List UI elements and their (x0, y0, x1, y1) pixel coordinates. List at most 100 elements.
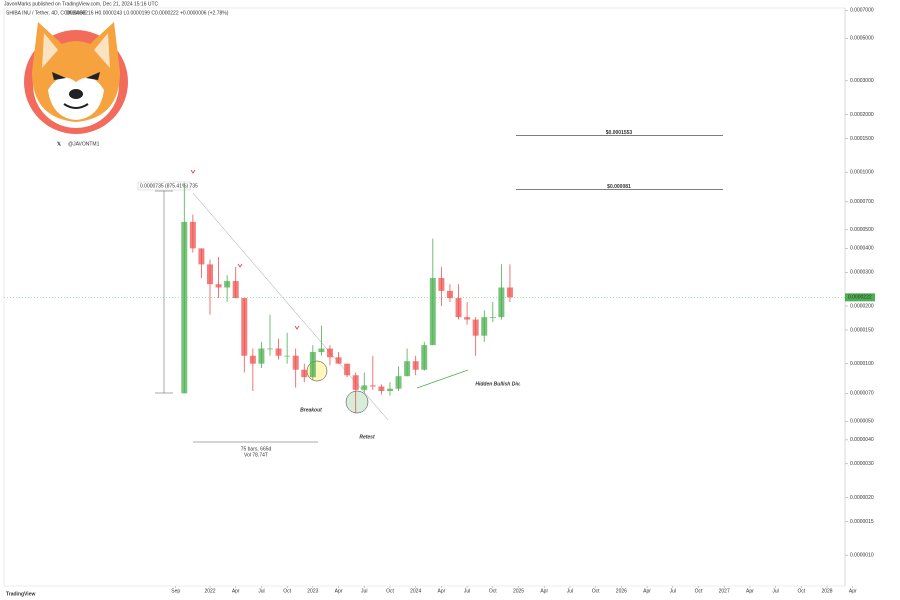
watermark: @JAVONTM1 (68, 141, 100, 147)
y-tick-label: 0.0000040 (850, 437, 874, 443)
x-tick-label: Jul (772, 588, 778, 594)
x-tick-label: 2028 (821, 588, 832, 594)
x-tick-label: Apr (540, 588, 548, 594)
y-tick-label: 0.0000050 (850, 419, 874, 425)
candle-body (438, 278, 445, 291)
legend-ohlc: O0.0000216 H0.0000243 L0.0000199 C0.0000… (66, 10, 229, 16)
last-price-badge (845, 293, 875, 302)
candle-body (378, 386, 385, 391)
y-tick-label: 0.0000030 (850, 461, 874, 467)
last-price-label: 0.0000222 (848, 295, 872, 301)
candle-body (455, 298, 462, 318)
measure-box (137, 181, 191, 191)
x-tick-label: Oct (283, 588, 291, 594)
candle-body (207, 264, 213, 285)
y-tick-label: 0.0000100 (850, 361, 874, 367)
candle-body (258, 348, 265, 364)
logo (24, 22, 128, 134)
candle-body (309, 352, 316, 378)
x-tick-label: Oct (797, 588, 805, 594)
x-tick-label: Jul (670, 588, 676, 594)
candle-body (275, 348, 282, 356)
candle-body (266, 348, 273, 350)
y-tick-label: 0.0000400 (850, 246, 874, 252)
x-tick-label: Sep (171, 588, 180, 594)
x-tick-label: Apr (849, 588, 857, 594)
y-tick-label: 0.0001000 (850, 170, 874, 176)
candle-body (249, 355, 256, 364)
candle-body (198, 248, 205, 265)
candle-body (446, 290, 453, 299)
candle-body (232, 281, 239, 299)
candle-body (189, 221, 196, 249)
top-marker (190, 169, 300, 330)
candle-body (386, 388, 393, 391)
candle-body (472, 319, 479, 336)
x-tick-label: 2027 (719, 588, 730, 594)
candle-body (352, 375, 359, 390)
x-logo: 𝕏 (57, 141, 61, 147)
x-tick-label: Apr (643, 588, 651, 594)
y-tick-label: 0.0000500 (850, 227, 874, 233)
x-tick-label: Jul (567, 588, 573, 594)
candle-body (506, 287, 513, 298)
candle-body (241, 298, 248, 356)
candle-body (395, 376, 402, 389)
y-tick-label: 0.0000010 (850, 553, 874, 559)
candle-body (318, 348, 325, 353)
candle-body (489, 317, 496, 318)
y-tick-label: 0.0003000 (850, 78, 874, 84)
y-tick-label: 0.0000015 (850, 519, 874, 525)
candle-body (412, 361, 419, 370)
retest-circle (345, 390, 369, 414)
range-label: Vol 78.74T (244, 452, 268, 458)
y-tick-label: 0.0002000 (850, 112, 874, 118)
candle-body (335, 357, 342, 364)
candle-body (361, 385, 368, 390)
candle-body (369, 385, 376, 387)
candle-body (481, 317, 488, 336)
candle-body (326, 348, 333, 358)
x-tick-label: Apr (335, 588, 343, 594)
x-tick-label: 2023 (307, 588, 318, 594)
x-tick-label: Jul (361, 588, 367, 594)
candle-body (292, 355, 299, 370)
y-tick-label: 0.0000070 (850, 391, 874, 397)
candle-body (344, 363, 351, 376)
x-tick-label: 2026 (616, 588, 627, 594)
y-tick-label: 0.0000020 (850, 495, 874, 501)
x-tick-label: Oct (489, 588, 497, 594)
y-tick-label: 0.0000300 (850, 270, 874, 276)
candle-body (464, 317, 471, 320)
candle-body (404, 361, 411, 377)
x-tick-label: 2024 (410, 588, 421, 594)
x-tick-label: 2022 (204, 588, 215, 594)
legend-title: SHIBA INU / Tether, 4D, COINBASE (6, 10, 87, 16)
range-label: 75 bars, 665d (241, 446, 272, 452)
y-tick-label: 0.0000150 (850, 327, 874, 333)
divergence-label: Hidden Bullish Div. (475, 381, 520, 387)
y-tick-label: 0.0000200 (850, 303, 874, 309)
candle-body (429, 278, 436, 346)
x-tick-label: Oct (592, 588, 600, 594)
y-tick-label: 0.0005000 (850, 36, 874, 42)
candle-body (215, 284, 222, 288)
header: JavonMarks published on TradingView.com,… (4, 1, 159, 7)
candle-body (421, 345, 428, 370)
x-tick-label: Oct (695, 588, 703, 594)
retest-label: Retest (359, 434, 375, 440)
y-tick-label: 0.0007000 (850, 8, 874, 14)
x-tick-label: Apr (746, 588, 754, 594)
x-tick-label: 2025 (513, 588, 524, 594)
x-tick-label: Jul (464, 588, 470, 594)
candle-body (224, 281, 231, 288)
x-tick-label: Jul (258, 588, 264, 594)
measure-label: 0.0000735 (875.41%) 735 (140, 183, 198, 189)
x-tick-label: Oct (386, 588, 394, 594)
target-label: $0.000081 (607, 184, 631, 190)
candle-body (284, 355, 291, 357)
candle-body (301, 369, 308, 378)
y-tick-label: 0.0001500 (850, 136, 874, 142)
x-tick-label: Apr (437, 588, 445, 594)
